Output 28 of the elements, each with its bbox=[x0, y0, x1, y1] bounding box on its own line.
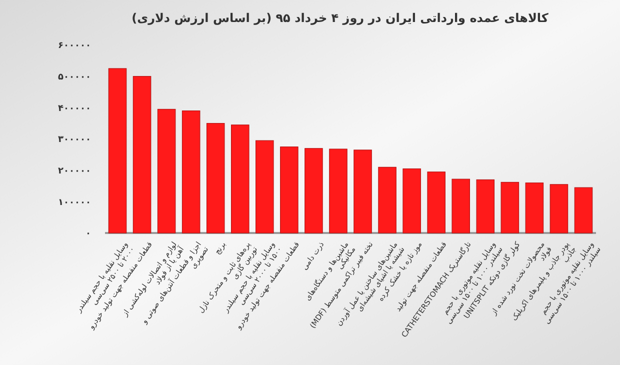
y-tick-label: ۶۰۰۰۰۰ bbox=[58, 41, 91, 52]
bar bbox=[427, 172, 446, 234]
bar bbox=[525, 182, 544, 234]
y-tick-label: ۲۰۰۰۰۰ bbox=[58, 166, 91, 176]
bar bbox=[256, 140, 274, 234]
bar bbox=[108, 68, 127, 234]
bar bbox=[304, 148, 323, 234]
bar bbox=[157, 108, 176, 234]
bar bbox=[452, 178, 470, 234]
y-tick-label: ۳۰۰۰۰۰ bbox=[58, 135, 91, 146]
bar bbox=[206, 123, 225, 234]
chart-title: کالاهای عمده وارداتی ایران در روز ۴ خرداد ۹۵ (بر اساس ارزش دلاری) bbox=[132, 11, 548, 25]
bar bbox=[354, 150, 372, 234]
y-tick-label: ۵۰۰۰۰۰ bbox=[58, 72, 91, 82]
bar bbox=[402, 168, 421, 234]
bar bbox=[132, 76, 152, 234]
bar bbox=[574, 187, 593, 234]
y-tick-label: ۴۰۰۰۰۰ bbox=[58, 104, 91, 114]
bar bbox=[231, 124, 250, 234]
bar bbox=[280, 146, 298, 234]
bar bbox=[550, 184, 568, 234]
bar bbox=[378, 166, 396, 234]
bar bbox=[329, 148, 348, 234]
y-tick-label: ۱۰۰۰۰۰ bbox=[58, 198, 91, 208]
bar bbox=[182, 110, 200, 234]
bar bbox=[476, 179, 495, 234]
y-tick-label: ۰ bbox=[86, 229, 91, 240]
bar bbox=[500, 182, 520, 234]
